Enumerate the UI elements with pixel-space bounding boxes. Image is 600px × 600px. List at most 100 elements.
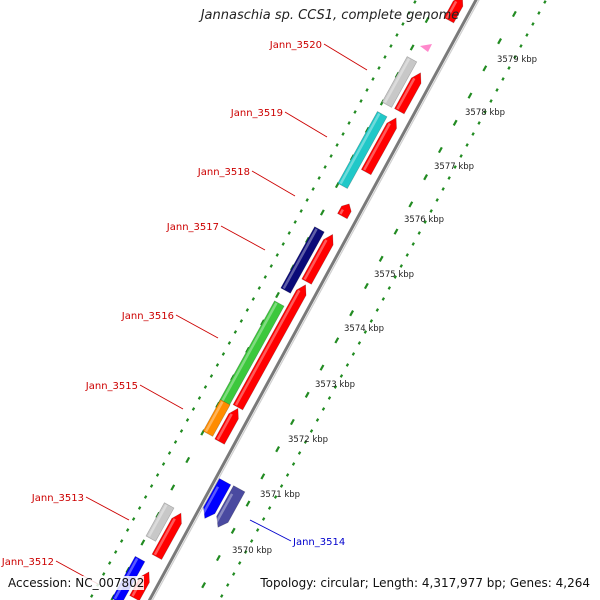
minor-tick	[371, 77, 375, 81]
minor-tick	[149, 484, 154, 488]
gene-leader-line	[85, 496, 130, 521]
minor-tick	[243, 550, 248, 554]
minor-tick	[108, 561, 112, 565]
minor-tick	[291, 462, 296, 466]
minor-tick	[353, 110, 357, 114]
minor-tick	[215, 363, 220, 367]
minor-tick	[263, 275, 267, 279]
major-tick	[437, 146, 443, 154]
minor-tick	[507, 66, 511, 70]
minor-tick	[489, 99, 493, 103]
gene-leader-line	[251, 170, 296, 197]
minor-tick	[309, 429, 314, 433]
minor-tick	[465, 143, 469, 147]
major-tick	[319, 209, 325, 216]
gene-arrow-red-0-shine	[445, 0, 458, 19]
minor-tick	[191, 407, 196, 411]
minor-tick	[220, 594, 224, 598]
gene-arrow-red-4-shine	[303, 239, 328, 281]
minor-tick	[232, 572, 236, 576]
minor-tick	[275, 253, 279, 257]
gene-leader-line	[175, 314, 219, 339]
minor-tick	[329, 154, 333, 158]
major-tick	[215, 554, 221, 562]
gene-box-jann-3520-shine	[383, 58, 411, 104]
minor-tick	[255, 528, 260, 532]
minor-tick	[273, 495, 278, 499]
minor-tick	[483, 110, 487, 114]
gene-box-jann-3519-shine	[339, 113, 381, 185]
gene-label-jann-3513: Jann_3513	[31, 493, 84, 504]
minor-tick	[299, 209, 303, 213]
gene-label-jann-3518: Jann_3518	[197, 167, 250, 178]
minor-tick	[297, 451, 302, 455]
minor-tick	[161, 462, 166, 466]
minor-tick	[227, 341, 232, 345]
minor-tick	[279, 484, 284, 488]
minor-tick	[90, 594, 94, 598]
gene-arrow-red-7	[151, 512, 182, 560]
gene-arrow-blue-3514a	[203, 478, 232, 519]
minor-tick	[531, 22, 535, 26]
gene-label-jann-3514: Jann_3514	[292, 537, 345, 548]
gene-box-jann-3516-shine	[218, 302, 278, 407]
major-tick	[452, 119, 458, 126]
minor-tick	[131, 517, 136, 521]
minor-tick	[453, 165, 457, 169]
gene-leader-line	[249, 519, 292, 542]
minor-tick	[323, 165, 327, 169]
accession-label: Accession: NC_007802	[8, 576, 145, 590]
gene-arrow-red-6-shine	[216, 413, 233, 441]
topology-label: Topology: circular; Length: 4,317,977 bp…	[260, 576, 590, 590]
minor-tick	[203, 385, 208, 389]
gene-arrow-red-2-shine	[363, 122, 391, 171]
major-tick	[185, 456, 191, 464]
gene-arrow-red-3	[337, 203, 352, 220]
gene-box-jann-3517	[280, 226, 325, 294]
minor-tick	[447, 176, 451, 180]
minor-tick	[269, 264, 273, 268]
minor-tick	[287, 231, 291, 235]
minor-tick	[359, 99, 363, 103]
backbone-line-inner	[151, 0, 480, 600]
gene-leader-line	[284, 111, 328, 138]
minor-tick	[339, 374, 344, 378]
kbp-label: 3578 kbp	[465, 108, 505, 118]
minor-tick	[335, 143, 339, 147]
major-tick	[393, 228, 399, 235]
minor-tick	[407, 11, 411, 15]
minor-tick	[405, 253, 409, 257]
major-tick	[275, 291, 280, 299]
minor-tick	[537, 11, 541, 15]
kbp-scale: 3579 kbp 3578 kbp 3577 kbp 3576 kbp 3575 kbp…	[232, 55, 537, 556]
minor-tick	[327, 396, 332, 400]
gene-features	[111, 0, 464, 600]
minor-tick	[341, 132, 345, 136]
major-tick	[275, 446, 281, 453]
minor-tick	[365, 88, 369, 92]
minor-tick	[311, 187, 315, 191]
gene-leader-line	[139, 384, 184, 410]
backbone-line-outer	[147, 0, 478, 600]
minor-tick	[221, 352, 226, 356]
minor-tick	[315, 418, 320, 422]
minor-tick	[137, 506, 142, 510]
gene-labels: Jann_3520 Jann_3519 Jann_3518 Jann_3517 Jann…	[1, 40, 368, 585]
minor-tick	[257, 286, 261, 290]
major-tick	[170, 484, 176, 491]
gene-arrow-red-1-shine	[396, 77, 416, 110]
major-tick	[245, 500, 251, 507]
gene-arrow-red-3-shine	[339, 208, 344, 215]
minor-tick	[249, 539, 254, 543]
minor-tick	[251, 297, 256, 301]
minor-tick	[429, 209, 433, 213]
minor-tick	[293, 220, 297, 224]
minor-tick	[245, 308, 250, 312]
minor-tick	[417, 231, 421, 235]
gene-box-jann-3520	[381, 56, 418, 108]
minor-tick	[441, 187, 445, 191]
major-tick	[319, 364, 325, 371]
map-title: Jannaschia sp. CCS1, complete genome	[200, 8, 460, 23]
minor-tick	[411, 242, 415, 246]
gene-arrow-red-0	[443, 0, 464, 24]
